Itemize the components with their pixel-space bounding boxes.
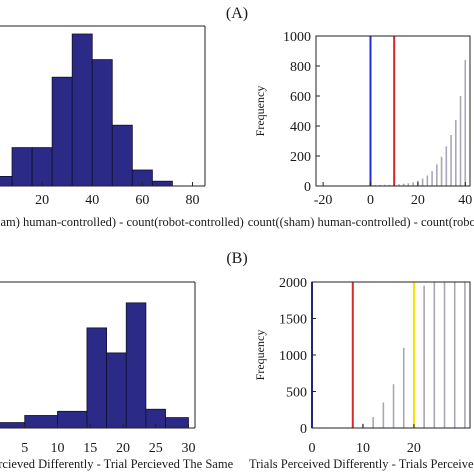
x-tick-label: 25: [149, 441, 163, 456]
x-tick-label: 20: [407, 441, 421, 456]
histogram-bar: [0, 422, 26, 429]
histogram-bar: [71, 33, 93, 187]
x-tick-label: 40: [458, 193, 472, 208]
x-axis-label: count((sham) human-controlled) - count(r…: [248, 215, 474, 229]
x-tick-label: 15: [83, 441, 97, 456]
histogram-bar: [106, 352, 127, 429]
x-tick-label: 20: [116, 441, 130, 456]
histogram-bar: [57, 410, 88, 429]
y-tick-label: 800: [290, 60, 311, 75]
y-tick-label: 200: [290, 150, 311, 165]
x-tick-label: 40: [85, 193, 99, 208]
y-tick-label: 400: [290, 120, 311, 135]
x-axis-label: count((sham) human-controlled) - count(r…: [0, 215, 244, 229]
y-tick-label: 2000: [279, 276, 307, 291]
x-tick-label: 60: [135, 193, 149, 208]
x-tick-label: 5: [21, 441, 28, 456]
x-tick-label: -20: [314, 193, 333, 208]
histogram-bar: [0, 175, 13, 187]
y-tick-label: 1000: [279, 349, 307, 364]
y-axis-label: Frequency: [253, 330, 267, 381]
plot-frame: [311, 281, 471, 429]
x-tick-label: 0: [367, 193, 374, 208]
x-axis-label: Trials Perceived Differently - Trials Pe…: [249, 457, 474, 471]
y-tick-label: 1000: [283, 30, 311, 45]
histogram-bar: [165, 417, 189, 429]
x-tick-label: 0: [309, 441, 316, 456]
y-tick-label: 500: [286, 386, 307, 401]
histogram-bar: [91, 59, 113, 187]
histogram-bar: [111, 124, 133, 187]
x-tick-label: 30: [181, 441, 195, 456]
plot-frame: [315, 35, 471, 187]
frequency-chart-b-right: 0 10 20 0 500 1000 1500 2000 Trials Perceived Di…: [249, 276, 474, 471]
y-tick-label: 0: [304, 180, 311, 195]
histogram-bar: [11, 147, 33, 187]
x-tick-label: 80: [185, 193, 199, 208]
x-tick-label: 10: [356, 441, 370, 456]
panel-label-b: (B): [226, 250, 247, 267]
histogram-bar: [24, 415, 58, 429]
histogram-b-left: 5 10 15 20 25 30Trials Percieved Differently …: [0, 281, 234, 471]
histogram-a-left: 20 40 60 80 count((sham) human-controlled) -…: [0, 25, 244, 229]
histogram-bar: [86, 327, 107, 429]
histogram-bar: [31, 147, 53, 187]
x-tick-label: 20: [35, 193, 49, 208]
x-tick-label: 10: [50, 441, 64, 456]
y-tick-label: 600: [290, 90, 311, 105]
panel-label-a: (A): [226, 5, 248, 22]
x-tick-label: 20: [411, 193, 425, 208]
y-axis-label: Frequency: [253, 86, 267, 137]
histogram-bar: [51, 76, 73, 187]
x-axis-label: Trials Percieved Differently - Trial Per…: [0, 457, 234, 471]
histogram-bar: [125, 302, 147, 429]
y-tick-label: 1500: [279, 313, 307, 328]
y-tick-label: 0: [300, 422, 307, 437]
histogram-bar: [151, 180, 173, 187]
